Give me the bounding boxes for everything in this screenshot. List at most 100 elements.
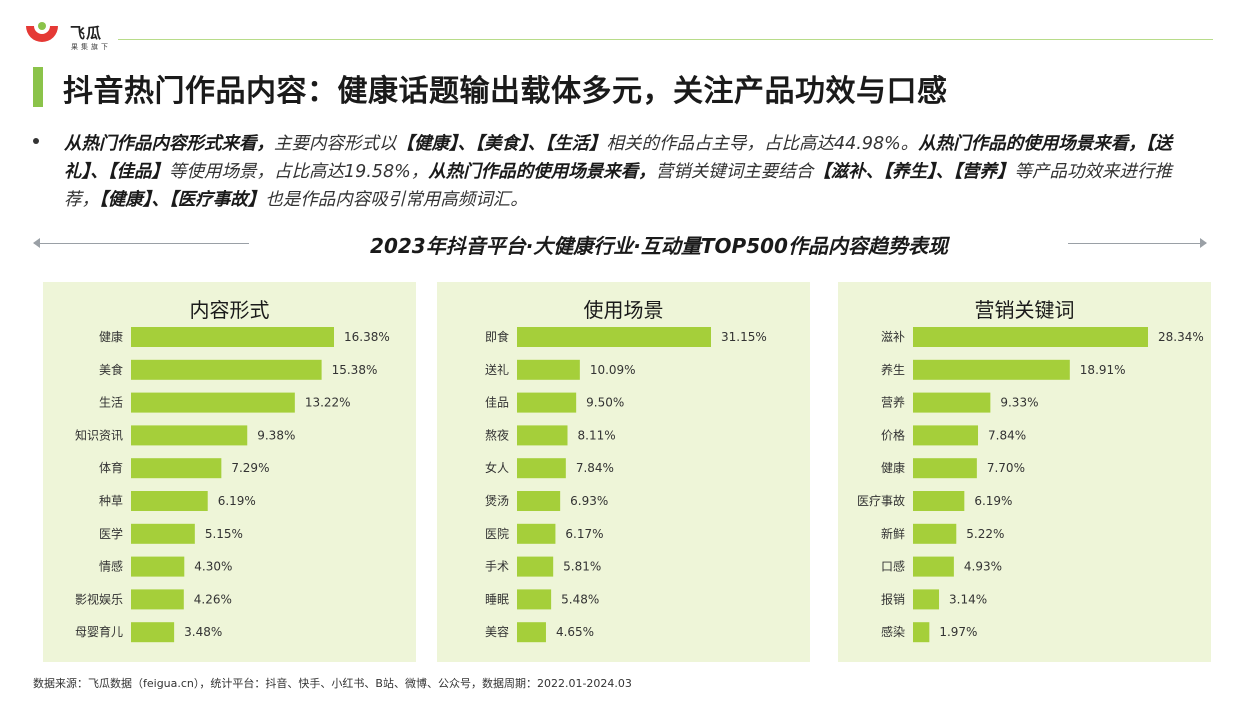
chart-subtitle: 2023年抖音平台·大健康行业·互动量TOP500作品内容趋势表现 xyxy=(370,234,948,258)
value-label: 3.48% xyxy=(184,625,222,639)
summary-emphasis: 从热门作品的使用场景来看，【送礼】、【佳品】 xyxy=(64,134,1172,182)
panel-content-form: 内容形式 健康 16.38% 美食 15.38% 生活 13.22% 知识资讯 9.38% 体育… xyxy=(43,282,416,662)
bar xyxy=(517,589,552,610)
value-label: 9.33% xyxy=(1000,396,1038,410)
summary-emphasis: 从热门作品内容形式来看， xyxy=(64,134,274,154)
value-label: 4.30% xyxy=(194,560,232,574)
category-label: 睡眠 xyxy=(485,592,509,606)
category-label: 佳品 xyxy=(485,396,509,410)
category-label: 滋补 xyxy=(881,330,905,344)
summary-emphasis: 从热门作品的使用场景来看， xyxy=(428,162,656,182)
subtitle-line-right xyxy=(1068,243,1206,244)
panel-title: 内容形式 xyxy=(189,298,270,322)
value-label: 5.48% xyxy=(561,592,599,606)
summary-emphasis: 【健康】、【美食】、【生活】 xyxy=(396,134,607,154)
value-label: 4.26% xyxy=(194,592,232,606)
bar xyxy=(913,359,1070,380)
bar xyxy=(517,327,711,347)
bar xyxy=(131,458,222,479)
page-title: 抖音热门作品内容：健康话题输出载体多元，关注产品功效与口感 xyxy=(63,74,948,109)
summary-text: 也是作品内容吸引常用高频词汇。 xyxy=(265,190,528,210)
category-label: 养生 xyxy=(881,362,905,377)
bar xyxy=(913,622,930,643)
category-label: 医院 xyxy=(485,527,509,541)
bar xyxy=(131,622,175,643)
panel-usage-scene: 使用场景 即食 31.15% 送礼 10.09% 佳品 9.50% 熬夜 8.11% 女人 7.8… xyxy=(437,282,810,662)
category-label: 送礼 xyxy=(485,362,509,377)
chart-usage-scene: 即食 31.15% 送礼 10.09% 佳品 9.50% 熬夜 8.11% 女人 7.84% 煲汤 6… xyxy=(485,327,767,643)
panel-marketing-keywords: 营销关键词 滋补 28.34% 养生 18.91% 营养 9.33% 价格 7.84% 健康 7.… xyxy=(838,282,1211,662)
bar xyxy=(517,425,568,446)
bar xyxy=(913,556,954,577)
category-label: 手术 xyxy=(485,560,509,574)
category-label: 健康 xyxy=(99,329,123,344)
category-label: 价格 xyxy=(881,427,905,442)
category-label: 新鲜 xyxy=(881,526,905,541)
category-label: 影视娱乐 xyxy=(75,591,123,606)
value-label: 7.84% xyxy=(988,428,1026,442)
category-label: 体育 xyxy=(99,460,123,475)
bar xyxy=(913,392,991,413)
category-label: 熬夜 xyxy=(485,427,509,442)
summary-text: 相关的作品占主导，占比高达44.98%。 xyxy=(606,134,919,154)
value-label: 9.50% xyxy=(586,396,624,410)
value-label: 28.34% xyxy=(1158,330,1204,344)
bar xyxy=(517,556,554,577)
bar xyxy=(131,425,248,446)
bar xyxy=(517,392,577,413)
bar xyxy=(913,491,965,511)
value-label: 10.09% xyxy=(590,363,636,377)
bar xyxy=(517,523,556,544)
summary-text: 主要内容形式以 xyxy=(274,134,397,154)
value-label: 16.38% xyxy=(344,330,390,344)
bar xyxy=(517,491,561,511)
bar xyxy=(517,359,580,380)
category-label: 女人 xyxy=(485,460,509,475)
subtitle-line-left xyxy=(34,243,249,244)
summary-text: 等使用场景，占比高达19.58%， xyxy=(169,162,429,182)
value-label: 13.22% xyxy=(305,396,351,410)
category-label: 营养 xyxy=(881,395,905,410)
feigua-logo-icon xyxy=(26,22,58,42)
value-label: 7.84% xyxy=(576,461,614,475)
value-label: 6.93% xyxy=(570,494,608,508)
brand-tagline: 果集旗下 xyxy=(71,43,111,51)
panel-title: 营销关键词 xyxy=(974,298,1075,322)
bar xyxy=(913,458,977,479)
summary-emphasis: 【健康】、【医疗事故】 xyxy=(99,190,266,210)
category-label: 种草 xyxy=(99,494,123,508)
summary-text: 营销关键词主要结合 xyxy=(655,162,814,182)
bar xyxy=(131,523,195,544)
category-label: 健康 xyxy=(881,460,905,475)
value-label: 7.70% xyxy=(987,461,1025,475)
value-label: 4.93% xyxy=(964,560,1002,574)
data-source-footer: 数据来源：飞瓜数据（feigua.cn），统计平台：抖音、快手、小红书、B站、微… xyxy=(33,677,632,690)
value-label: 9.38% xyxy=(257,428,295,442)
panel-title: 使用场景 xyxy=(583,298,664,322)
value-label: 31.15% xyxy=(721,330,767,344)
bar xyxy=(913,523,957,544)
category-label: 美容 xyxy=(485,624,509,639)
bar xyxy=(131,589,184,610)
category-label: 美食 xyxy=(99,362,123,377)
value-label: 7.29% xyxy=(231,461,269,475)
value-label: 6.19% xyxy=(218,494,256,508)
category-label: 医学 xyxy=(99,526,123,541)
header-divider xyxy=(118,39,1213,40)
value-label: 8.11% xyxy=(578,428,616,442)
bar xyxy=(131,392,295,413)
category-label: 医疗事故 xyxy=(857,493,905,508)
summary-paragraph: 从热门作品内容形式来看，主要内容形式以【健康】、【美食】、【生活】相关的作品占主… xyxy=(64,130,1204,214)
summary-emphasis: 【滋补、【养生】、【营养】 xyxy=(813,162,1015,182)
category-label: 情感 xyxy=(99,559,123,574)
arrow-right-icon xyxy=(1200,238,1207,248)
value-label: 5.81% xyxy=(563,560,601,574)
category-label: 煲汤 xyxy=(485,493,509,508)
value-label: 6.17% xyxy=(565,527,603,541)
value-label: 5.22% xyxy=(966,527,1004,541)
value-label: 5.15% xyxy=(205,527,243,541)
category-label: 口感 xyxy=(881,559,905,574)
category-label: 报销 xyxy=(881,591,905,606)
value-label: 4.65% xyxy=(556,625,594,639)
title-accent-bar xyxy=(33,67,43,107)
